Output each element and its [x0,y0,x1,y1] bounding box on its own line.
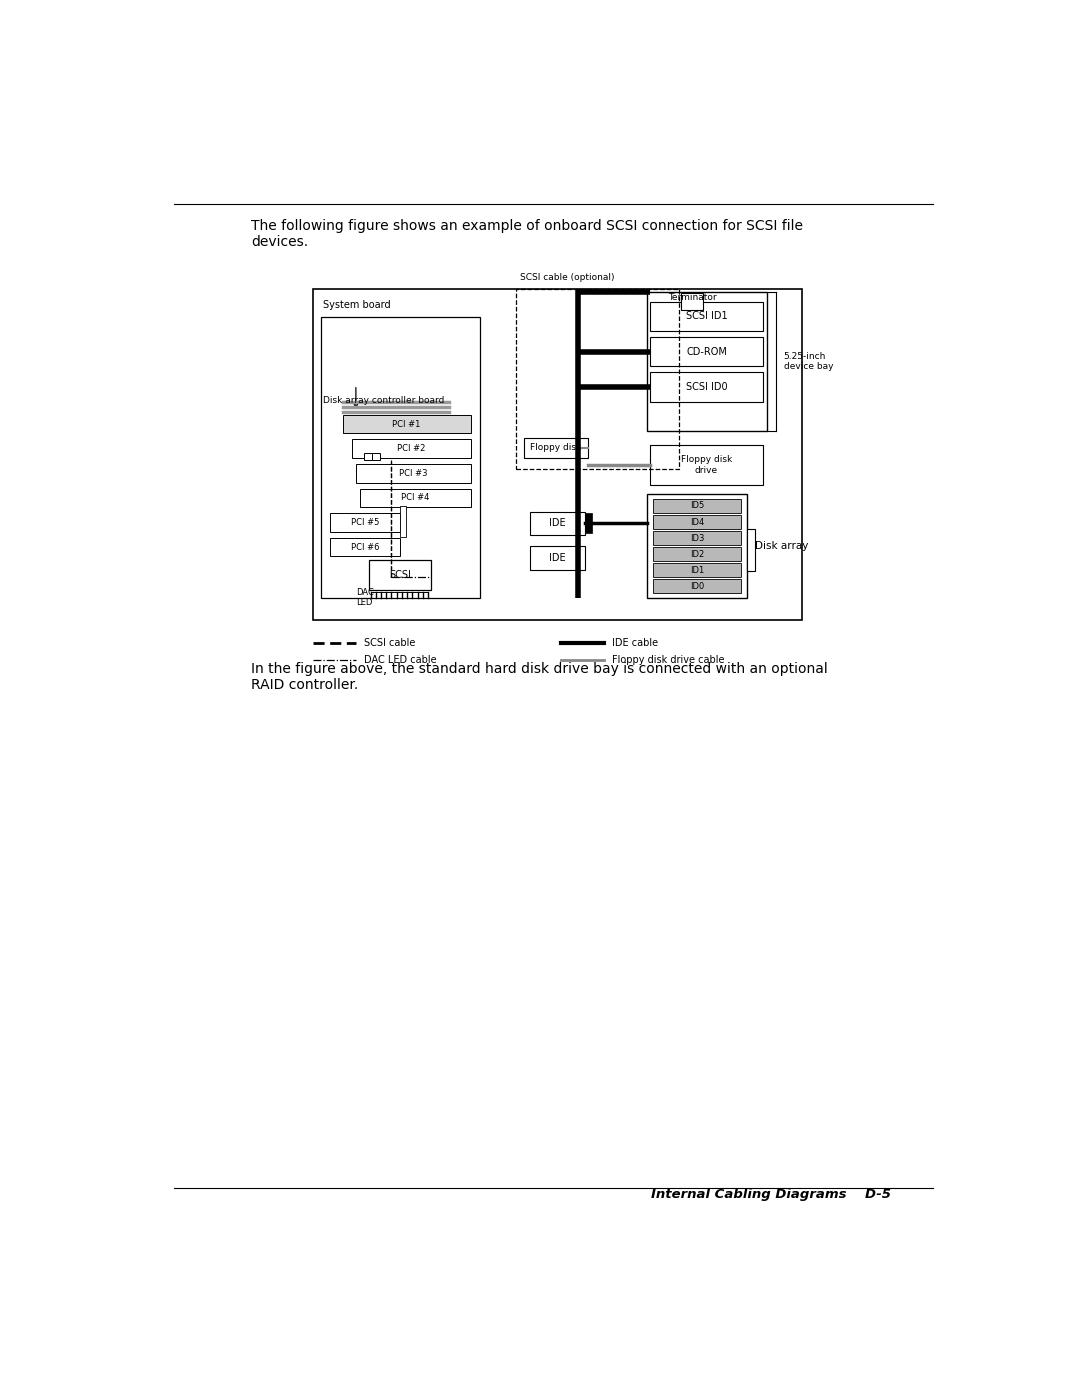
Bar [321,317,480,598]
Bar [652,578,741,594]
Text: Internal Cabling Diagrams    D-5: Internal Cabling Diagrams D-5 [650,1187,891,1201]
Text: Floppy disk: Floppy disk [530,443,581,453]
Text: CD-ROM: CD-ROM [686,346,727,356]
Text: Floppy disk
drive: Floppy disk drive [680,455,732,475]
Text: PCI #5: PCI #5 [351,518,379,527]
Bar [652,499,741,513]
Bar [652,514,741,529]
Bar [342,415,471,433]
Text: IDE: IDE [549,518,566,528]
Text: SCSI cable (optional): SCSI cable (optional) [521,274,615,282]
Text: IDE cable: IDE cable [611,637,658,648]
Text: PCI #3: PCI #3 [399,469,428,478]
Text: DAC LED cable: DAC LED cable [364,655,436,665]
Text: ID0: ID0 [690,581,704,591]
Text: SCSI cable: SCSI cable [364,637,415,648]
Text: DAC: DAC [356,588,374,597]
Bar [364,453,373,460]
Bar [516,289,679,469]
Bar [356,464,471,482]
Bar [647,292,767,432]
Text: ID4: ID4 [690,517,704,527]
Text: IDE: IDE [549,553,566,563]
Text: Disk array: Disk array [755,541,809,550]
Text: PCI #1: PCI #1 [392,419,421,429]
Text: 5.25-inch
device bay: 5.25-inch device bay [784,352,833,372]
Text: PCI #6: PCI #6 [351,543,379,552]
Bar [400,507,406,538]
Text: PCI #2: PCI #2 [397,444,426,453]
Text: Floppy disk drive cable: Floppy disk drive cable [611,655,724,665]
Text: Disk array controller board: Disk array controller board [323,395,444,405]
Bar [647,495,747,598]
Bar [313,289,801,620]
Text: System board: System board [323,300,390,310]
Text: ID1: ID1 [690,566,704,574]
Text: ID2: ID2 [690,549,704,559]
Bar [369,560,431,591]
Bar [387,576,394,581]
Text: LED: LED [356,598,373,608]
Bar [360,489,471,507]
Bar [650,444,762,485]
Text: SCSI ID0: SCSI ID0 [686,383,727,393]
Bar [650,373,762,402]
Text: PCI #4: PCI #4 [401,493,430,503]
Text: ID3: ID3 [690,534,704,542]
Text: ID5: ID5 [690,502,704,510]
Bar [650,302,762,331]
Bar [652,563,741,577]
Bar [352,440,471,458]
Text: SCSI ID1: SCSI ID1 [686,312,727,321]
Bar [524,437,588,458]
Text: Terminator: Terminator [667,293,716,302]
Bar [652,546,741,562]
Bar [747,529,755,571]
Text: SCSI: SCSI [389,570,411,580]
Bar [530,511,584,535]
Bar [530,546,584,570]
Text: The following figure shows an example of onboard SCSI connection for SCSI file
d: The following figure shows an example of… [252,219,804,250]
Bar [373,453,380,460]
Text: In the figure above, the standard hard disk drive bay is connected with an optio: In the figure above, the standard hard d… [252,662,828,692]
Bar [681,293,703,310]
Bar [584,513,592,534]
Bar [330,513,400,532]
Bar [330,538,400,556]
Bar [652,531,741,545]
Bar [650,337,762,366]
